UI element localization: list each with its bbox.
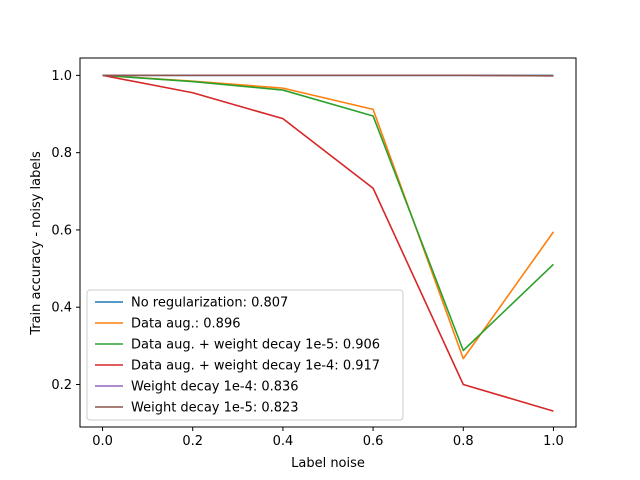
y-tick-label: 1.0 xyxy=(51,69,72,84)
y-tick-label: 0.8 xyxy=(51,146,72,161)
y-axis: 0.2 0.4 0.6 0.8 1.0 xyxy=(51,69,80,393)
legend: No regularization: 0.807 Data aug.: 0.896… xyxy=(86,289,404,421)
legend-entry: Data aug. + weight decay 1e-4: 0.917 xyxy=(131,359,380,374)
x-axis: 0.0 0.2 0.4 0.6 0.8 1.0 xyxy=(92,427,564,449)
legend-entry: No regularization: 0.807 xyxy=(131,296,288,311)
series-layer xyxy=(102,74,555,412)
x-tick-label: 0.2 xyxy=(182,434,203,449)
legend-entry: Data aug. + weight decay 1e-5: 0.906 xyxy=(131,338,380,353)
series-line-3 xyxy=(102,74,555,352)
y-axis-label: Train accuracy - noisy labels xyxy=(29,151,44,336)
y-tick-label: 0.6 xyxy=(51,223,72,238)
y-tick-label: 0.2 xyxy=(51,378,72,393)
legend-box xyxy=(86,289,404,421)
series-line-4 xyxy=(102,74,554,412)
x-tick-label: 0.6 xyxy=(363,434,384,449)
x-tick-label: 0.8 xyxy=(453,434,474,449)
x-tick-label: 0.4 xyxy=(273,434,294,449)
y-tick-label: 0.4 xyxy=(51,301,72,316)
legend-entry: Weight decay 1e-5: 0.823 xyxy=(131,401,299,416)
x-tick-label: 1.0 xyxy=(543,434,564,449)
x-tick-label: 0.0 xyxy=(92,434,113,449)
plot-frame xyxy=(79,57,577,428)
legend-entry: Weight decay 1e-4: 0.836 xyxy=(131,380,299,395)
x-axis-label: Label noise xyxy=(291,456,365,471)
legend-entry: Data aug.: 0.896 xyxy=(131,317,241,332)
